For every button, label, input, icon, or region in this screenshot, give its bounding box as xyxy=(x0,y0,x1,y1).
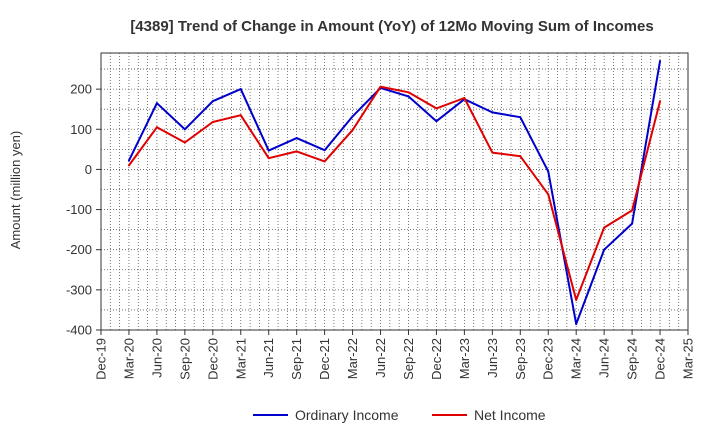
x-tick-label: Dec-24 xyxy=(653,338,668,380)
x-tick-label: Mar-25 xyxy=(681,338,696,379)
legend-label-0: Ordinary Income xyxy=(295,407,399,423)
y-tick-label: 0 xyxy=(85,162,92,177)
x-tick-label: Dec-23 xyxy=(541,338,556,380)
series-line-1 xyxy=(128,85,662,301)
data-point-0 xyxy=(659,60,662,63)
x-tick-label: Mar-21 xyxy=(233,338,248,379)
data-point-1 xyxy=(295,150,298,153)
data-point-1 xyxy=(659,100,662,103)
data-point-1 xyxy=(435,107,438,110)
x-tick-label: Jun-24 xyxy=(597,338,612,378)
y-tick-label: 100 xyxy=(70,122,92,137)
data-point-0 xyxy=(491,111,494,114)
x-tick-label: Dec-22 xyxy=(429,338,444,380)
data-point-0 xyxy=(127,159,130,162)
data-point-0 xyxy=(183,128,186,131)
data-point-0 xyxy=(547,170,550,173)
data-point-1 xyxy=(127,164,130,167)
data-point-1 xyxy=(155,126,158,129)
data-point-0 xyxy=(267,149,270,152)
x-tick-label: Jun-22 xyxy=(373,338,388,378)
x-tick-label: Dec-20 xyxy=(205,338,220,380)
data-point-1 xyxy=(631,209,634,212)
y-axis-label: Amount (million yen) xyxy=(8,131,23,250)
x-tick-label: Mar-22 xyxy=(345,338,360,379)
data-point-0 xyxy=(407,95,410,98)
y-tick-label: -400 xyxy=(66,323,92,338)
grid-lines xyxy=(101,53,688,330)
data-point-1 xyxy=(183,141,186,144)
axis-ticks: -400 -300 -200 -100 0 100 200 Dec-19 Mar-20 Jun-2… xyxy=(66,82,696,380)
data-point-0 xyxy=(435,120,438,123)
data-point-1 xyxy=(323,160,326,163)
data-point-0 xyxy=(211,100,214,103)
x-tick-label: Sep-23 xyxy=(513,338,528,380)
x-tick-label: Jun-20 xyxy=(149,338,164,378)
data-point-0 xyxy=(603,248,606,251)
data-point-1 xyxy=(267,157,270,160)
data-point-1 xyxy=(239,114,242,117)
data-point-1 xyxy=(603,226,606,229)
x-tick-label: Mar-23 xyxy=(457,338,472,379)
legend-label-1: Net Income xyxy=(474,407,546,423)
x-tick-label: Sep-21 xyxy=(289,338,304,380)
data-point-1 xyxy=(519,155,522,158)
chart-title: [4389] Trend of Change in Amount (YoY) o… xyxy=(130,18,653,35)
x-tick-label: Dec-19 xyxy=(94,338,109,380)
data-point-1 xyxy=(379,85,382,88)
data-point-1 xyxy=(407,91,410,94)
series-line-0 xyxy=(128,60,662,325)
data-point-0 xyxy=(351,115,354,118)
x-tick-label: Mar-20 xyxy=(121,338,136,379)
x-tick-label: Jun-21 xyxy=(261,338,276,378)
x-tick-label: Sep-24 xyxy=(625,338,640,380)
data-point-0 xyxy=(239,88,242,91)
data-point-0 xyxy=(575,322,578,325)
legend: Ordinary Income Net Income xyxy=(253,407,546,423)
y-tick-label: 200 xyxy=(70,82,92,97)
data-point-1 xyxy=(547,193,550,196)
x-tick-label: Sep-20 xyxy=(177,338,192,380)
data-point-1 xyxy=(491,151,494,154)
x-tick-label: Mar-24 xyxy=(569,338,584,379)
data-point-0 xyxy=(519,116,522,119)
data-point-0 xyxy=(295,137,298,140)
x-tick-label: Dec-21 xyxy=(317,338,332,380)
series-lines xyxy=(127,60,662,325)
data-point-1 xyxy=(351,129,354,132)
data-point-1 xyxy=(211,121,214,124)
data-point-0 xyxy=(631,222,634,225)
x-tick-label: Jun-23 xyxy=(485,338,500,378)
data-point-0 xyxy=(323,149,326,152)
data-point-1 xyxy=(575,298,578,301)
plot-area-frame xyxy=(100,52,689,331)
data-point-0 xyxy=(155,102,158,105)
y-tick-label: -200 xyxy=(66,242,92,257)
y-tick-label: -100 xyxy=(66,202,92,217)
x-tick-label: Sep-22 xyxy=(401,338,416,380)
data-point-1 xyxy=(463,96,466,99)
y-tick-label: -300 xyxy=(66,282,92,297)
